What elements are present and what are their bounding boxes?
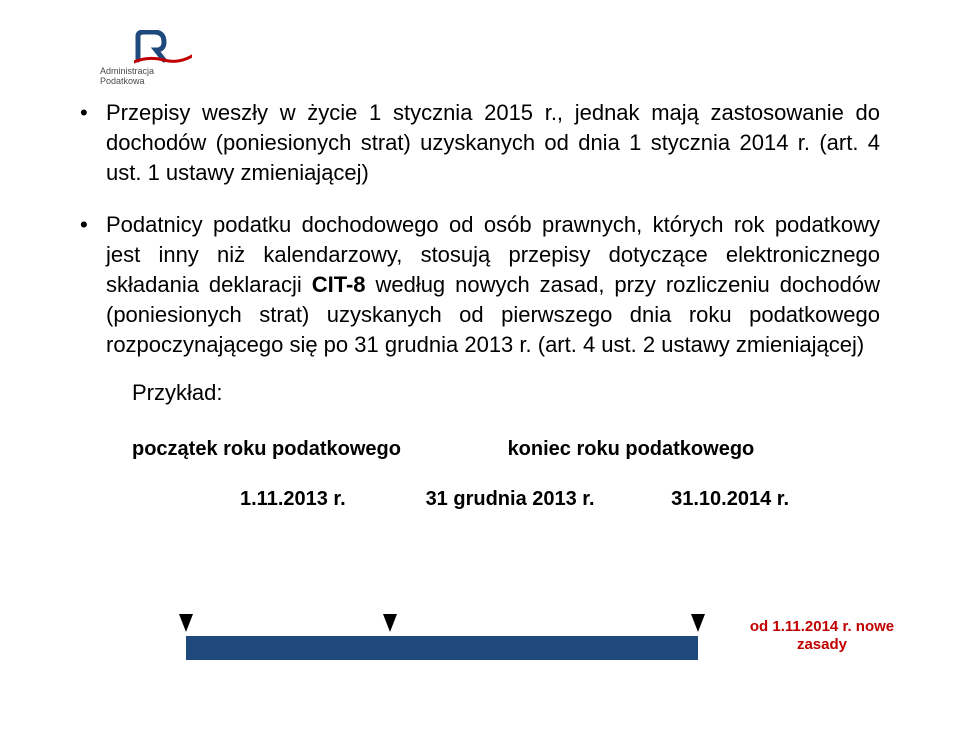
timeline-bar [186, 636, 698, 660]
table-head-2: koniec roku podatkowego [508, 434, 755, 464]
arrow-icon-3 [691, 614, 705, 632]
logo-r-icon [134, 30, 192, 64]
timeline-chart: od 1.11.2014 r. nowe zasady [130, 600, 830, 700]
bullet-1: Przepisy weszły w życie 1 stycznia 2015 … [80, 98, 880, 188]
bullet-2-bold: CIT-8 [312, 272, 366, 297]
content: Przepisy weszły w życie 1 stycznia 2015 … [80, 98, 880, 536]
arrow-icon-1 [179, 614, 193, 632]
table-head-1: początek roku podatkowego [132, 434, 502, 464]
logo-text: Administracja Podatkowa [100, 66, 154, 86]
logo-line2: Podatkowa [100, 76, 154, 86]
table-header-row: początek roku podatkowego koniec roku po… [132, 434, 880, 464]
dates-row: 1.11.2013 r. 31 grudnia 2013 r. 31.10.20… [240, 484, 880, 514]
bullet-2: Podatnicy podatku dochodowego od osób pr… [80, 210, 880, 360]
slide: Administracja Podatkowa Przepisy weszły … [0, 0, 960, 746]
date-1: 1.11.2013 r. [240, 484, 420, 514]
inner-list: Podatnicy podatku dochodowego od osób pr… [80, 210, 880, 360]
date-2: 31 grudnia 2013 r. [426, 484, 666, 514]
arrow-icon-2 [383, 614, 397, 632]
nowe-zasady-label: od 1.11.2014 r. nowe zasady [742, 618, 902, 654]
date-3: 31.10.2014 r. [671, 484, 789, 514]
bullet-2-wrapper: Podatnicy podatku dochodowego od osób pr… [80, 210, 880, 514]
przyklad-label: Przykład: [132, 378, 880, 408]
logo-line1: Administracja [100, 66, 154, 76]
nowe-line2: zasady [742, 636, 902, 654]
nowe-line1: od 1.11.2014 r. nowe [742, 618, 902, 636]
logo: Administracja Podatkowa [100, 30, 210, 86]
bullet-list: Przepisy weszły w życie 1 stycznia 2015 … [80, 98, 880, 514]
